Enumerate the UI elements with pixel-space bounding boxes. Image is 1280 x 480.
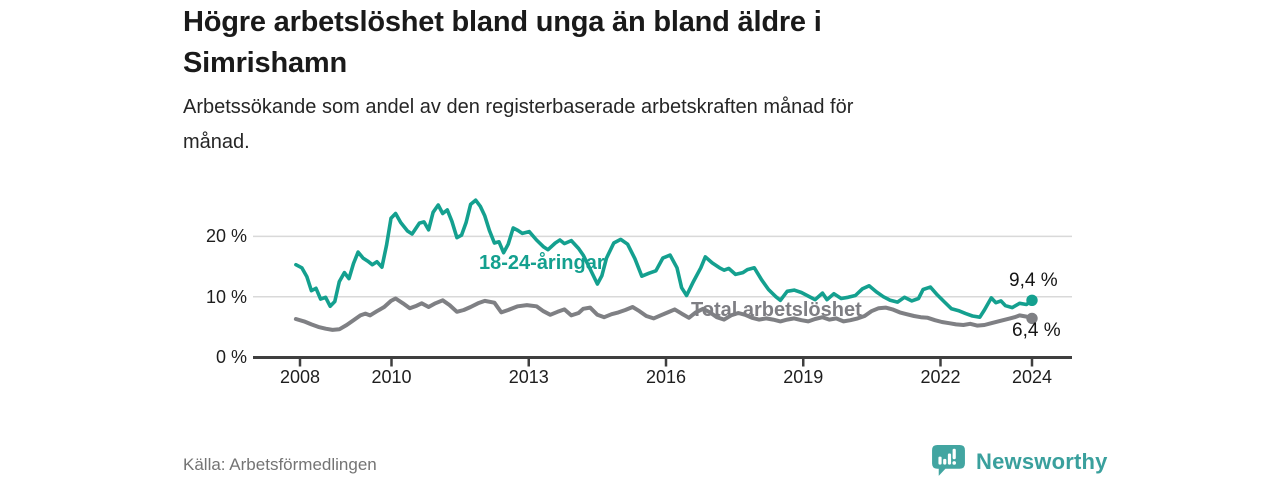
x-tick-label: 2013	[508, 367, 549, 387]
bar-chart-bubble-icon	[932, 445, 965, 476]
end-value-label-total: 6,4 %	[1012, 320, 1061, 341]
chart-subtitle: Arbetssökande som andel av den registerb…	[183, 90, 1043, 160]
subtitle-line-2: månad.	[183, 131, 250, 153]
x-tick-label: 2010	[371, 367, 412, 387]
series-label-youth: 18-24-åringar	[479, 252, 605, 274]
x-tick-label: 2008	[279, 367, 321, 387]
x-tick-label: 2024	[1011, 367, 1053, 387]
page-title: Högre arbetslöshet bland unga än bland ä…	[183, 2, 1023, 84]
x-tick-label: 2019	[783, 367, 824, 387]
subtitle-line-1: Arbetssökande som andel av den registerb…	[183, 96, 854, 118]
source-attribution: Källa: Arbetsförmedlingen	[183, 455, 377, 474]
y-tick-label: 20 %	[205, 226, 247, 247]
y-tick-label: 0 %	[215, 347, 247, 367]
title-line-1: Högre arbetslöshet bland unga än bland ä…	[183, 6, 822, 38]
series-label-total: Total arbetslöshet	[691, 299, 862, 321]
end-value-label-youth: 9,4 %	[1009, 270, 1058, 291]
y-tick-label: 10 %	[205, 286, 247, 307]
brand-name: Newsworthy	[976, 448, 1108, 474]
x-tick-label: 2022	[920, 367, 961, 387]
newsworthy-logo[interactable]: Newsworthy	[930, 443, 1108, 480]
title-line-2: Simrishamn	[183, 47, 347, 79]
x-tick-label: 2016	[645, 367, 687, 387]
